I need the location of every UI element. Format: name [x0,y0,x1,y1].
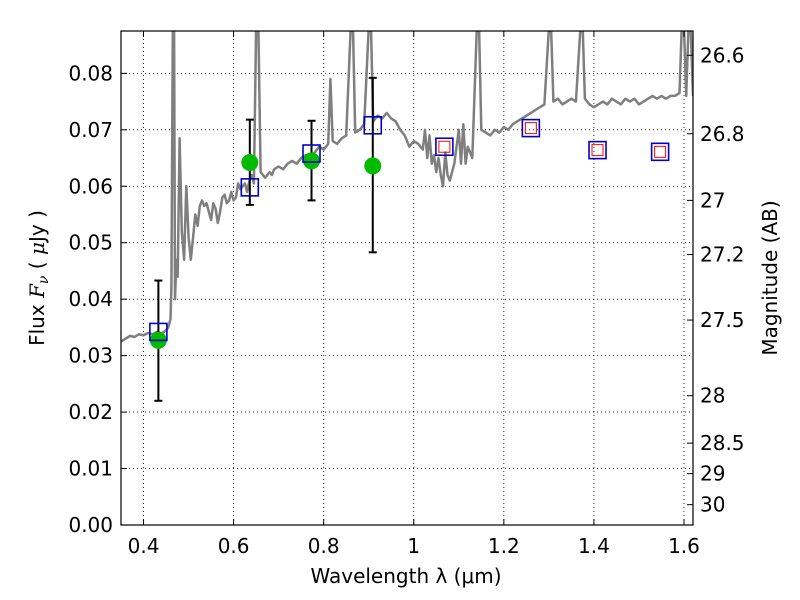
x-tick-label: 0.8 [308,534,340,558]
mag-tick-label: 30 [700,493,725,517]
y-tick-label: 0.08 [68,61,113,85]
x-tick-label: 0.6 [218,534,250,558]
model-flux-square [650,142,670,162]
mag-tick-label: 27.2 [700,243,745,267]
plot-frame [120,30,694,526]
observed-flux-point [241,154,259,172]
model-flux-square [363,115,383,135]
y-tick-label: 0.04 [68,287,113,311]
model-flux-square-inner [654,145,667,158]
observed-flux-point [303,152,321,170]
model-spectrum-line [121,31,693,343]
right-axis-title: Magnitude (AB) [758,200,782,355]
mag-tick-label: 29 [700,462,725,486]
model-flux-square-inner [591,144,604,157]
model-flux-square-inner [524,122,537,135]
mag-tick-label: 28 [700,384,725,408]
x-tick-label: 1 [407,534,420,558]
y-tick-label: 0.02 [68,400,113,424]
observed-flux-point [364,157,382,175]
x-tick-label: 1.4 [578,534,610,558]
mag-tick-label: 28.5 [700,431,745,455]
mag-tick-label: 26.6 [700,43,745,67]
ticks: 0.4 0.6 0.8 1 1.2 1.4 1.6 0.00 0.01 0.02 0.03 0.04 0… [68,31,745,558]
y-tick-label: 0.06 [68,174,113,198]
model-flux-square-inner [438,140,451,153]
x-tick-label: 1.2 [488,534,520,558]
model-flux-square [240,178,260,197]
y-tick-label: 0.07 [68,118,113,142]
model-flux-square [149,322,168,342]
y-tick-label: 0.05 [68,231,113,255]
x-tick-label: 0.4 [128,534,160,558]
model-flux-square [435,137,454,157]
y-tick-label: 0.01 [68,457,113,481]
mag-tick-label: 26.8 [700,122,745,146]
mag-tick-label: 27.5 [700,308,745,332]
model-flux-square [521,118,541,138]
y-axis-title: Flux Fν ( μJy ) [25,210,52,346]
model-layer [149,115,670,342]
y-tick-label: 0.00 [68,513,113,537]
mag-tick-label: 27 [700,188,725,212]
spectrum-layer [121,31,693,343]
y-tick-label: 0.03 [68,344,113,368]
model-flux-square [588,140,607,160]
x-axis-title: Wavelength λ (μm) [310,564,501,588]
x-tick-label: 1.6 [668,534,700,558]
model-flux-square [302,144,321,163]
